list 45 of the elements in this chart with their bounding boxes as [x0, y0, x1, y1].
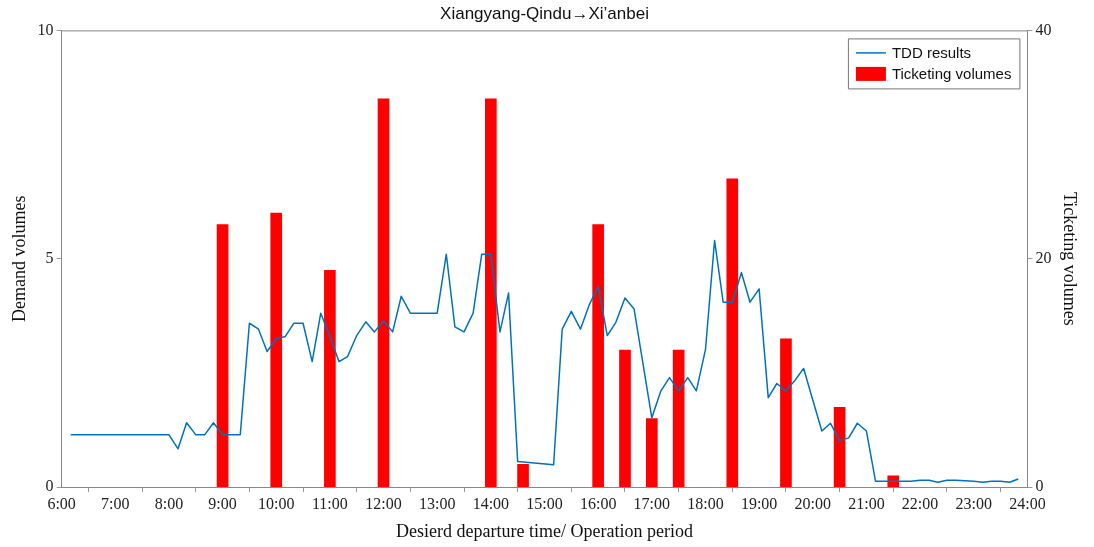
x-tick-label: 13:00: [418, 495, 456, 512]
x-tick-label: 16:00: [579, 495, 617, 512]
y2-tick-label: 20: [1035, 249, 1052, 266]
chart-title: Xiangyang-Qindu→Xi’anbei: [440, 3, 649, 23]
bar: [619, 349, 631, 488]
y-tick-label: 10: [37, 20, 54, 38]
x-tick-label: 18:00: [687, 495, 724, 512]
x-tick-label: 15:00: [526, 495, 563, 512]
x-tick-label: 14:00: [472, 495, 510, 512]
x-tick-label: 7:00: [101, 495, 130, 512]
bar: [645, 418, 658, 488]
x-tick-label: 20:00: [794, 495, 831, 512]
bar: [517, 464, 529, 488]
x-tick-label: 9:00: [208, 495, 237, 512]
x-tick-label: 17:00: [633, 495, 671, 512]
bar: [216, 224, 229, 488]
x-tick-label: 10:00: [258, 495, 295, 512]
x-tick-label: 21:00: [848, 495, 885, 512]
bar: [833, 406, 846, 488]
bar: [592, 224, 604, 488]
legend-label: TDD results: [891, 44, 972, 62]
bar: [887, 475, 900, 488]
bar: [726, 178, 739, 488]
x-tick-label: 19:00: [740, 495, 778, 512]
legend-label: Ticketing volumes: [891, 65, 1012, 83]
x-tick-label: 12:00: [365, 495, 402, 512]
bar: [270, 212, 283, 488]
y2-axis-title: Ticketing volumes: [1060, 191, 1081, 326]
x-axis-title: Desierd departure time/ Operation period: [396, 520, 693, 541]
y2-tick-label: 40: [1035, 20, 1052, 38]
x-tick-label: 22:00: [901, 495, 939, 512]
x-tick-label: 23:00: [955, 495, 992, 512]
x-tick-label: 8:00: [154, 495, 184, 512]
x-tick-label: 24:00: [1009, 495, 1046, 512]
bar: [672, 349, 685, 488]
y-axis-title: Demand volumes: [8, 195, 29, 323]
bar: [324, 269, 336, 488]
bar: [485, 98, 497, 488]
bar: [377, 98, 390, 488]
y-tick-label: 5: [45, 249, 54, 266]
x-tick-label: 11:00: [311, 495, 348, 512]
y-tick-label: 0: [45, 477, 54, 495]
x-tick-label: 6:00: [47, 495, 76, 512]
y2-tick-label: 0: [1035, 477, 1044, 495]
bar: [780, 338, 792, 488]
